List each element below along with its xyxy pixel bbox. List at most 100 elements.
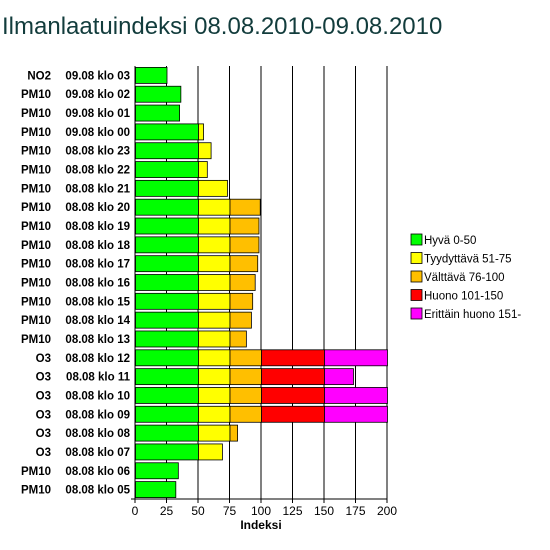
pollutant-label: O3: [36, 409, 51, 421]
legend-label: Hyvä 0-50: [424, 235, 476, 247]
legend-swatch: [410, 252, 423, 264]
x-tick-label: 50: [191, 504, 205, 518]
time-label: 09.08 klo 02: [65, 89, 130, 101]
bar-segment: [324, 368, 354, 386]
bar-segment: [198, 368, 231, 386]
bar-segment: [135, 349, 199, 367]
time-label: 08.08 klo 23: [65, 146, 130, 158]
time-label: 09.08 klo 03: [65, 70, 130, 82]
bar-segment: [229, 292, 254, 310]
time-label: 08.08 klo 05: [65, 485, 130, 497]
legend-label: Välttävä 76-100: [424, 272, 505, 284]
time-label: 08.08 klo 17: [65, 259, 130, 271]
legend-label: Erittäin huono 151-: [424, 309, 521, 321]
time-label: 08.08 klo 15: [65, 296, 130, 308]
bar-segment: [135, 255, 199, 273]
x-tick-label: 75: [223, 504, 237, 518]
legend-swatch: [410, 233, 423, 246]
legend-label: Tyydyttävä 51-75: [424, 254, 512, 266]
bar-segment: [135, 481, 177, 498]
pollutant-label: O3: [36, 372, 51, 384]
bar-segment: [135, 462, 179, 480]
x-tick-label: 125: [282, 504, 302, 518]
bar-segment: [198, 424, 231, 442]
time-label: 08.08 klo 14: [65, 315, 130, 327]
x-tick-label: 100: [251, 504, 271, 518]
bar-segment: [198, 274, 231, 291]
bar-segment: [198, 311, 231, 329]
bar-segment: [229, 217, 260, 235]
bar-segment: [135, 142, 199, 160]
time-label: 08.08 klo 08: [65, 428, 130, 440]
x-axis-title: Indeksi: [240, 518, 281, 532]
bar-segment: [135, 274, 199, 291]
bar-segment: [261, 405, 325, 423]
bar-segment: [135, 85, 182, 103]
pollutant-label: PM10: [21, 89, 51, 101]
bar-segment: [135, 217, 199, 235]
bar-segment: [135, 236, 199, 254]
time-label: 08.08 klo 12: [65, 353, 130, 365]
pollutant-label: PM10: [21, 165, 51, 177]
time-label: 08.08 klo 13: [65, 334, 130, 346]
bar-segment: [198, 255, 231, 273]
time-label: 08.08 klo 06: [65, 466, 130, 478]
bar-segment: [198, 236, 231, 254]
bar-segment: [135, 330, 199, 348]
bar-segment: [324, 349, 388, 367]
time-label: 08.08 klo 10: [65, 390, 130, 402]
bar-segment: [324, 387, 388, 404]
bar-segment: [135, 179, 199, 197]
pollutant-label: PM10: [21, 127, 51, 139]
pollutant-label: PM10: [21, 202, 51, 214]
bar-segment: [135, 311, 199, 329]
pollutant-label: PM10: [21, 334, 51, 346]
bar-segment: [229, 236, 260, 254]
bar-segment: [229, 311, 252, 329]
time-label: 08.08 klo 19: [65, 221, 130, 233]
bar-segment: [198, 179, 228, 197]
bar-segment: [198, 198, 231, 216]
time-label: 08.08 klo 07: [65, 447, 130, 459]
bar-segment: [135, 198, 199, 216]
bar-segment: [198, 123, 204, 141]
bar-segment: [198, 330, 231, 348]
x-tick-label: 25: [160, 504, 174, 518]
pollutant-label: O3: [36, 353, 51, 365]
bar-segment: [229, 349, 262, 367]
pollutant-label: PM10: [21, 485, 51, 497]
legend-swatch: [410, 270, 423, 283]
pollutant-label: NO2: [27, 70, 51, 82]
bar-segment: [135, 123, 199, 141]
time-label: 09.08 klo 00: [65, 127, 130, 139]
bar-segment: [135, 292, 199, 310]
bar-segment: [229, 405, 262, 423]
pollutant-label: O3: [36, 447, 51, 459]
bar-segment: [135, 387, 199, 404]
time-label: 08.08 klo 11: [66, 372, 131, 384]
bar-segment: [229, 424, 238, 442]
bar-segment: [198, 405, 231, 423]
bar-segment: [198, 161, 208, 178]
chart-title: Ilmanlaatuindeksi 08.08.2010-09.08.2010: [2, 13, 443, 40]
bar-segment: [198, 349, 231, 367]
bar-segment: [135, 443, 199, 461]
bar-segment: [261, 349, 325, 367]
bar-segment: [198, 387, 231, 404]
bar-segment: [229, 274, 256, 291]
time-label: 08.08 klo 16: [65, 278, 130, 290]
legend-label: Huono 101-150: [424, 291, 503, 303]
pollutant-label: PM10: [21, 108, 51, 120]
pollutant-label: PM10: [21, 240, 51, 252]
bar-segment: [261, 387, 325, 404]
time-label: 08.08 klo 18: [65, 240, 130, 252]
bar-segment: [261, 368, 325, 386]
time-label: 08.08 klo 20: [65, 202, 130, 214]
time-label: 08.08 klo 21: [65, 183, 130, 195]
time-label: 08.08 klo 09: [65, 409, 130, 421]
bar-segment: [324, 405, 388, 423]
time-label: 08.08 klo 22: [65, 165, 130, 177]
bar-segment: [198, 443, 223, 461]
bar-segment: [229, 368, 262, 386]
